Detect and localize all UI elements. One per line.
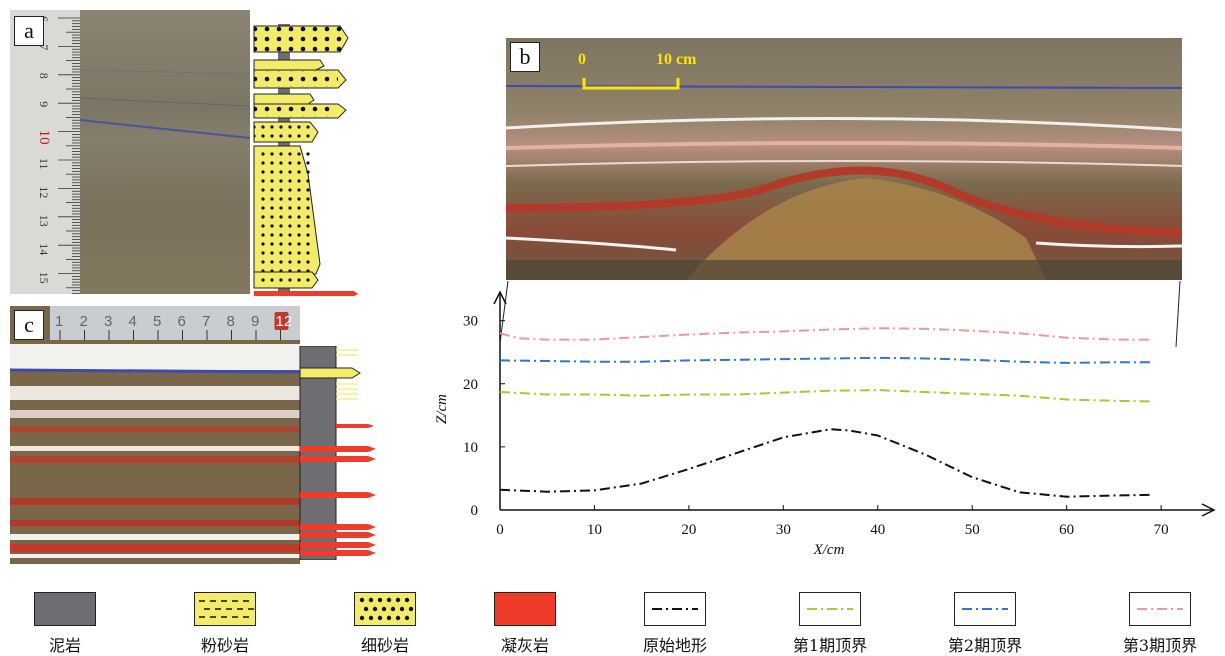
panel-b: 0 10 cm b <box>506 38 1182 280</box>
ruler-a: 6 7 8 9 10 11 12 13 14 15 <box>36 16 80 294</box>
ruler-a-tick-label: 13 <box>37 215 51 227</box>
ruler-c-tick-label: 7 <box>202 313 210 330</box>
legend-swatch <box>644 592 706 626</box>
legend-label: 泥岩 <box>48 636 81 655</box>
panel-c: 1 2 3 4 5 6 7 8 9 12 c <box>10 306 300 564</box>
ruler-c-tick-label: 4 <box>129 313 137 330</box>
legend-label: 第3期顶界 <box>1122 636 1198 655</box>
ruler-a-tick-label: 12 <box>37 186 51 198</box>
legend-item: 细砂岩 <box>330 592 440 656</box>
series-line <box>499 327 1152 341</box>
panel-b-label: b <box>510 42 540 72</box>
ruler-a-tick-label: 15 <box>37 272 51 284</box>
x-tick-label: 30 <box>776 522 791 538</box>
legend-swatch <box>1129 592 1191 626</box>
series-line <box>499 356 1152 364</box>
x-tick-label: 70 <box>1154 522 1169 538</box>
ruler-c-tick-label: 9 <box>251 313 259 330</box>
profile-chart: 0 10 20 30 40 50 60 70 0 10 20 30 X/cm Z/cm <box>434 290 1216 558</box>
x-tick-label: 20 <box>681 522 696 538</box>
legend-label: 第1期顶界 <box>792 636 868 655</box>
y-axis-label: Z/cm <box>434 394 450 424</box>
legend-label: 第2期顶界 <box>947 636 1023 655</box>
lithology-column-a <box>253 24 358 296</box>
ruler-c-tick-label: 12 <box>276 313 293 330</box>
panel-a-photo: 6 7 8 9 10 11 12 13 14 15 <box>10 10 250 294</box>
panel-c-label: c <box>14 310 44 340</box>
ruler-c-tick-label: 8 <box>227 313 235 330</box>
ruler-c-tick-label: 1 <box>55 313 63 330</box>
legend-swatch <box>194 592 256 626</box>
x-tick-label: 0 <box>496 522 504 538</box>
legend-label: 原始地形 <box>642 636 707 655</box>
x-tick-label: 60 <box>1059 522 1074 538</box>
x-tick-label: 40 <box>870 522 885 538</box>
ruler-a-tick-label: 11 <box>37 158 51 170</box>
x-tick-label: 10 <box>587 522 602 538</box>
scale-end: 10 cm <box>656 51 697 68</box>
legend-item: 凝灰岩 <box>470 592 580 656</box>
legend-item: 泥岩 <box>10 592 120 656</box>
ruler-c-tick-label: 6 <box>178 313 186 330</box>
lithology-column-c <box>299 346 376 560</box>
legend-label: 凝灰岩 <box>500 636 549 655</box>
x-axis-arrow <box>1201 503 1216 517</box>
legend-item: 原始地形 <box>620 592 730 656</box>
legend-swatch <box>354 592 416 626</box>
ruler-c-tick-label: 3 <box>104 313 112 330</box>
ruler-c: 1 2 3 4 5 6 7 8 9 12 <box>55 312 292 340</box>
x-axis-label: X/cm <box>813 542 845 558</box>
panel-c-photo: 1 2 3 4 5 6 7 8 9 12 <box>10 306 300 564</box>
ruler-a-tick-label: 6 <box>37 16 51 22</box>
series-line <box>499 389 1152 403</box>
y-tick-label: 30 <box>463 314 478 330</box>
ruler-a-tick-label: 8 <box>37 73 51 79</box>
panel-b-photo: 0 10 cm <box>506 38 1182 280</box>
y-axis-arrow <box>493 290 507 305</box>
ruler-a-tick-label: 7 <box>37 44 51 50</box>
ruler-a-tick-label: 9 <box>37 101 51 107</box>
legend-item: 第3期顶界 <box>1105 592 1215 656</box>
legend-swatch <box>494 592 556 626</box>
y-tick-label: 0 <box>471 503 479 519</box>
legend-swatch <box>954 592 1016 626</box>
legend-label: 粉砂岩 <box>200 636 249 655</box>
legend-label: 细砂岩 <box>360 636 409 655</box>
scale-start: 0 <box>578 51 586 68</box>
legend-item: 第1期顶界 <box>775 592 885 656</box>
panel-a: 6 7 8 9 10 11 12 13 14 15 a <box>10 10 250 294</box>
ruler-c-tick-label: 5 <box>153 313 161 330</box>
legend-item: 第2期顶界 <box>930 592 1040 656</box>
ruler-a-tick-label: 14 <box>37 243 51 255</box>
scale-bar <box>582 78 680 90</box>
legend-item: 粉砂岩 <box>170 592 280 656</box>
series-line <box>499 428 1152 498</box>
y-tick-label: 10 <box>463 440 478 456</box>
legend-swatch <box>799 592 861 626</box>
ruler-c-tick-label: 2 <box>80 313 88 330</box>
panel-a-label: a <box>14 16 44 46</box>
ruler-a-tick-label: 10 <box>36 130 52 145</box>
x-tick-label: 50 <box>965 522 980 538</box>
legend-swatch <box>34 592 96 626</box>
y-tick-label: 20 <box>463 377 478 393</box>
